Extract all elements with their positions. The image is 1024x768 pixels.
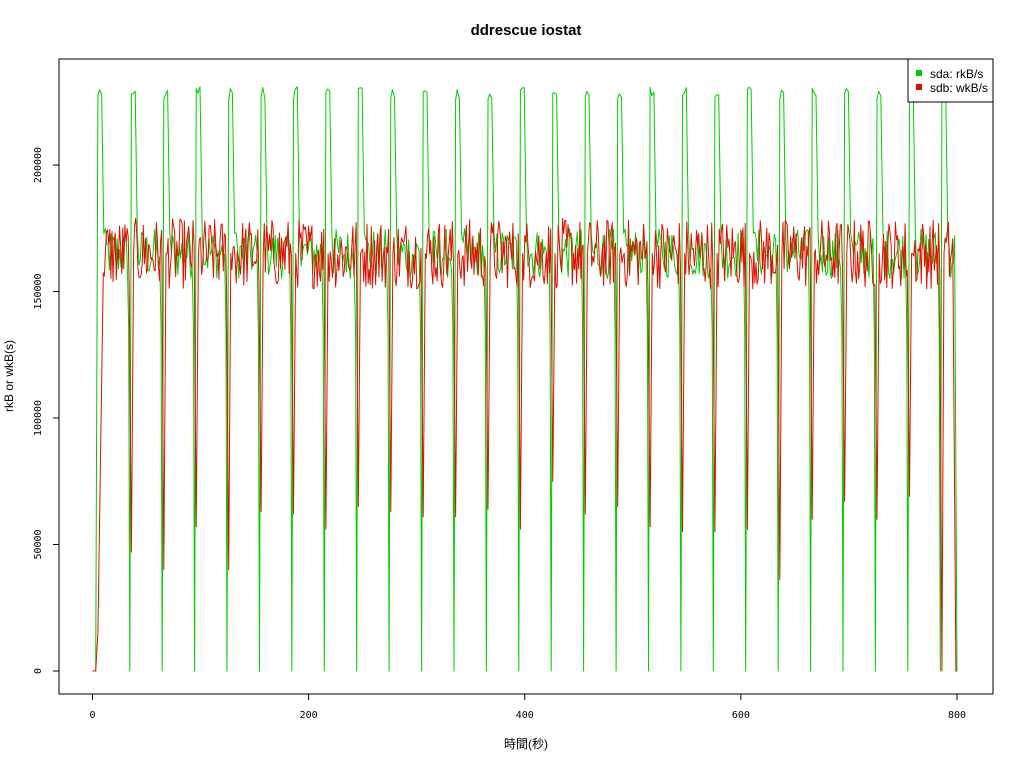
legend-swatch-sda xyxy=(916,70,922,76)
legend-box xyxy=(907,58,994,103)
legend-label-sdb: sdb: wkB/s xyxy=(930,81,988,95)
x-tick-label: 0 xyxy=(89,710,95,721)
y-axis: 0 50000 100000 150000 200000 xyxy=(33,147,60,674)
y-tick-label: 200000 xyxy=(33,147,44,183)
y-tick-label: 0 xyxy=(33,668,44,674)
x-tick-label: 800 xyxy=(948,710,966,721)
series-line-sda xyxy=(92,86,958,672)
series-layer xyxy=(92,86,958,672)
y-tick-label: 50000 xyxy=(33,529,44,559)
y-tick-label: 100000 xyxy=(33,400,44,436)
chart-title: ddrescue iostat xyxy=(471,22,582,39)
series-line-sdb xyxy=(92,217,957,672)
legend-swatch-sdb xyxy=(916,84,922,90)
x-tick-label: 200 xyxy=(300,710,318,721)
legend: sda: rkB/s sdb: wkB/s xyxy=(907,58,994,103)
plot-frame xyxy=(58,58,994,695)
x-tick-label: 400 xyxy=(516,710,534,721)
x-tick-label: 600 xyxy=(732,710,750,721)
x-axis-label: 時間(秒) xyxy=(504,737,548,751)
y-tick-label: 150000 xyxy=(33,273,44,309)
y-axis-label: rkB or wkB(s) xyxy=(2,340,16,412)
x-axis: 0 200 400 600 800 xyxy=(89,693,966,721)
legend-label-sda: sda: rkB/s xyxy=(930,67,983,81)
